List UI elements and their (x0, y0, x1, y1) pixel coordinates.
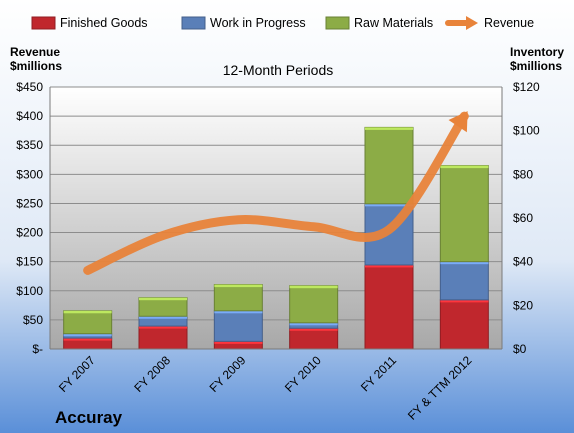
left-tick-label: $300 (16, 167, 43, 181)
legend-label: Work in Progress (210, 16, 306, 30)
legend-item: Work in Progress (181, 16, 306, 30)
bar-segment (138, 325, 188, 350)
bar-segment-highlight (289, 328, 338, 331)
left-tick-label: $200 (16, 226, 43, 240)
bar-segment-highlight (440, 299, 489, 303)
left-tick-label: $350 (16, 138, 43, 152)
bar-segment-highlight (139, 316, 187, 319)
bar-segment (439, 299, 489, 350)
bar-segment (439, 165, 489, 263)
left-tick-label: $100 (16, 284, 43, 298)
right-axis-title-line1: Inventory (510, 45, 564, 59)
left-tick-label: $400 (16, 109, 43, 123)
bar-segment-highlight (63, 310, 112, 314)
bar-segment (63, 310, 113, 335)
bar-segment-highlight (139, 326, 187, 329)
bar-segment (213, 310, 263, 342)
bar-segment-highlight (365, 127, 413, 130)
bar-segment (364, 264, 414, 350)
right-tick-label: $100 (513, 124, 540, 138)
bar-segment-highlight (214, 310, 263, 314)
legend-item: Raw Materials (325, 16, 433, 30)
bar-segment-highlight (214, 284, 263, 288)
plot-title: 12-Month Periods (223, 62, 334, 78)
bar-segment-highlight (63, 338, 112, 341)
bar-segment-highlight (139, 297, 187, 301)
revenue-line-group (83, 111, 469, 275)
bar-segment-highlight (63, 333, 112, 337)
legend-arrowhead (466, 16, 478, 30)
legend-swatch (31, 16, 56, 30)
left-axis-title-line2: $millions (10, 59, 62, 73)
legend-item: Finished Goods (31, 16, 148, 30)
right-axis-title-line2: $millions (510, 59, 562, 73)
bar-segment (364, 126, 414, 205)
left-tick-label: $250 (16, 196, 43, 210)
right-tick-label: $0 (513, 342, 527, 356)
legend-label: Raw Materials (354, 16, 433, 30)
legend: Finished Goods Work in Progress Raw Materi… (31, 16, 534, 30)
right-tick-label: $20 (513, 298, 533, 312)
bar-segment-highlight (289, 285, 338, 289)
left-tick-label: $50 (23, 313, 43, 327)
bar-segment (289, 327, 339, 350)
bar-segment-highlight (365, 264, 413, 268)
legend-label: Finished Goods (60, 16, 148, 30)
bar-segment (213, 284, 263, 312)
legend-item: Revenue (445, 16, 534, 30)
bar-segment-highlight (440, 165, 489, 169)
right-tick-label: $120 (513, 80, 540, 94)
legend-swatch (181, 16, 206, 30)
bar-segment-highlight (440, 261, 489, 265)
revenue-line (83, 111, 469, 275)
revenue-arrowhead (448, 111, 468, 133)
right-tick-label: $40 (513, 255, 533, 269)
company-name: Accuray (55, 408, 123, 427)
left-tick-label: $- (32, 342, 43, 356)
right-tick-label: $80 (513, 167, 533, 181)
bar-segment-highlight (214, 341, 263, 344)
legend-swatch (325, 16, 350, 30)
legend-label: Revenue (484, 16, 534, 30)
right-tick-label: $60 (513, 211, 533, 225)
bar-segment (289, 285, 339, 324)
left-axis-title-line1: Revenue (10, 45, 60, 59)
bar-segment-highlight (365, 203, 413, 207)
bar-segment (439, 261, 489, 301)
bar-segment-highlight (289, 322, 338, 326)
bar-segment (138, 297, 188, 317)
left-tick-label: $450 (16, 80, 43, 94)
left-tick-label: $150 (16, 255, 43, 269)
